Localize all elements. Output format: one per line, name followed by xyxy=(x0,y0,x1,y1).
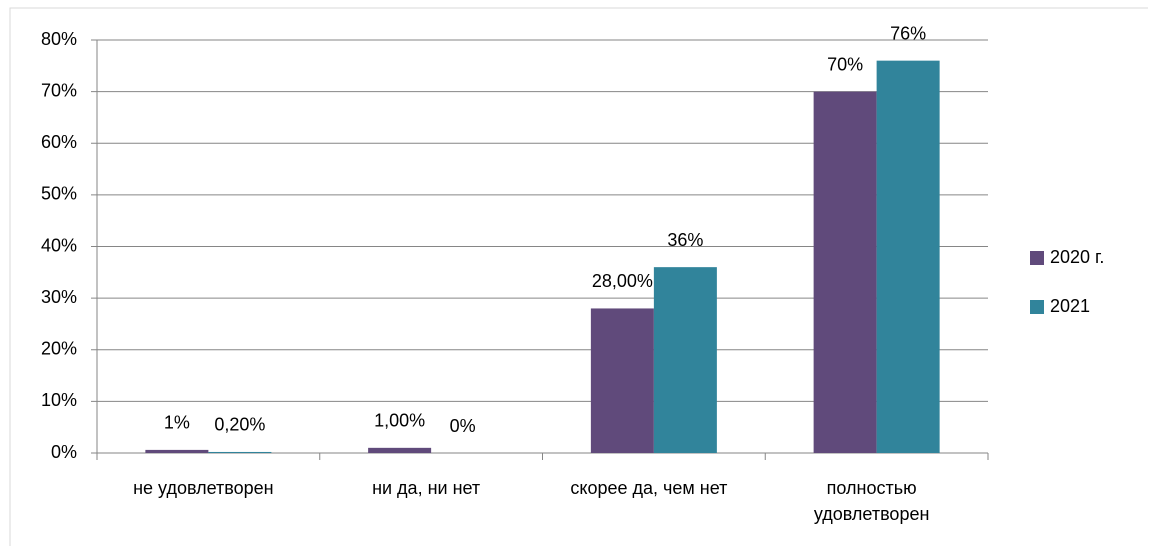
bar xyxy=(590,308,654,453)
data-label: 28,00% xyxy=(592,271,653,291)
y-tick-label: 70% xyxy=(41,80,77,100)
data-label: 36% xyxy=(667,230,703,250)
x-tick-label: полностью удовлетворен xyxy=(813,478,930,524)
legend-swatch xyxy=(1030,251,1044,265)
bar xyxy=(145,449,209,453)
data-label: 0% xyxy=(450,416,476,436)
bar xyxy=(876,60,940,454)
y-tick-label: 60% xyxy=(41,132,77,152)
x-tick-label: не удовлетворен xyxy=(133,478,274,498)
data-label: 76% xyxy=(890,23,926,43)
y-tick-label: 30% xyxy=(41,287,77,307)
bar xyxy=(813,91,877,453)
data-label: 0,20% xyxy=(214,415,265,435)
chart-border xyxy=(9,7,1148,546)
data-label: 1% xyxy=(164,413,190,433)
y-tick-label: 40% xyxy=(41,235,77,255)
bar xyxy=(653,267,717,453)
y-tick-label: 0% xyxy=(51,442,77,462)
data-label: 70% xyxy=(827,54,863,74)
bar xyxy=(208,451,272,453)
bar xyxy=(368,447,432,453)
y-tick-label: 10% xyxy=(41,390,77,410)
legend-swatch xyxy=(1030,300,1044,314)
y-tick-label: 20% xyxy=(41,339,77,359)
data-label: 1,00% xyxy=(374,411,425,431)
x-tick-label: скорее да, чем нет xyxy=(570,478,728,498)
legend-label: 2020 г. xyxy=(1050,247,1104,267)
legend-label: 2021 xyxy=(1050,296,1090,316)
x-tick-label: ни да, ни нет xyxy=(372,478,481,498)
y-tick-label: 80% xyxy=(41,29,77,49)
y-tick-label: 50% xyxy=(41,184,77,204)
